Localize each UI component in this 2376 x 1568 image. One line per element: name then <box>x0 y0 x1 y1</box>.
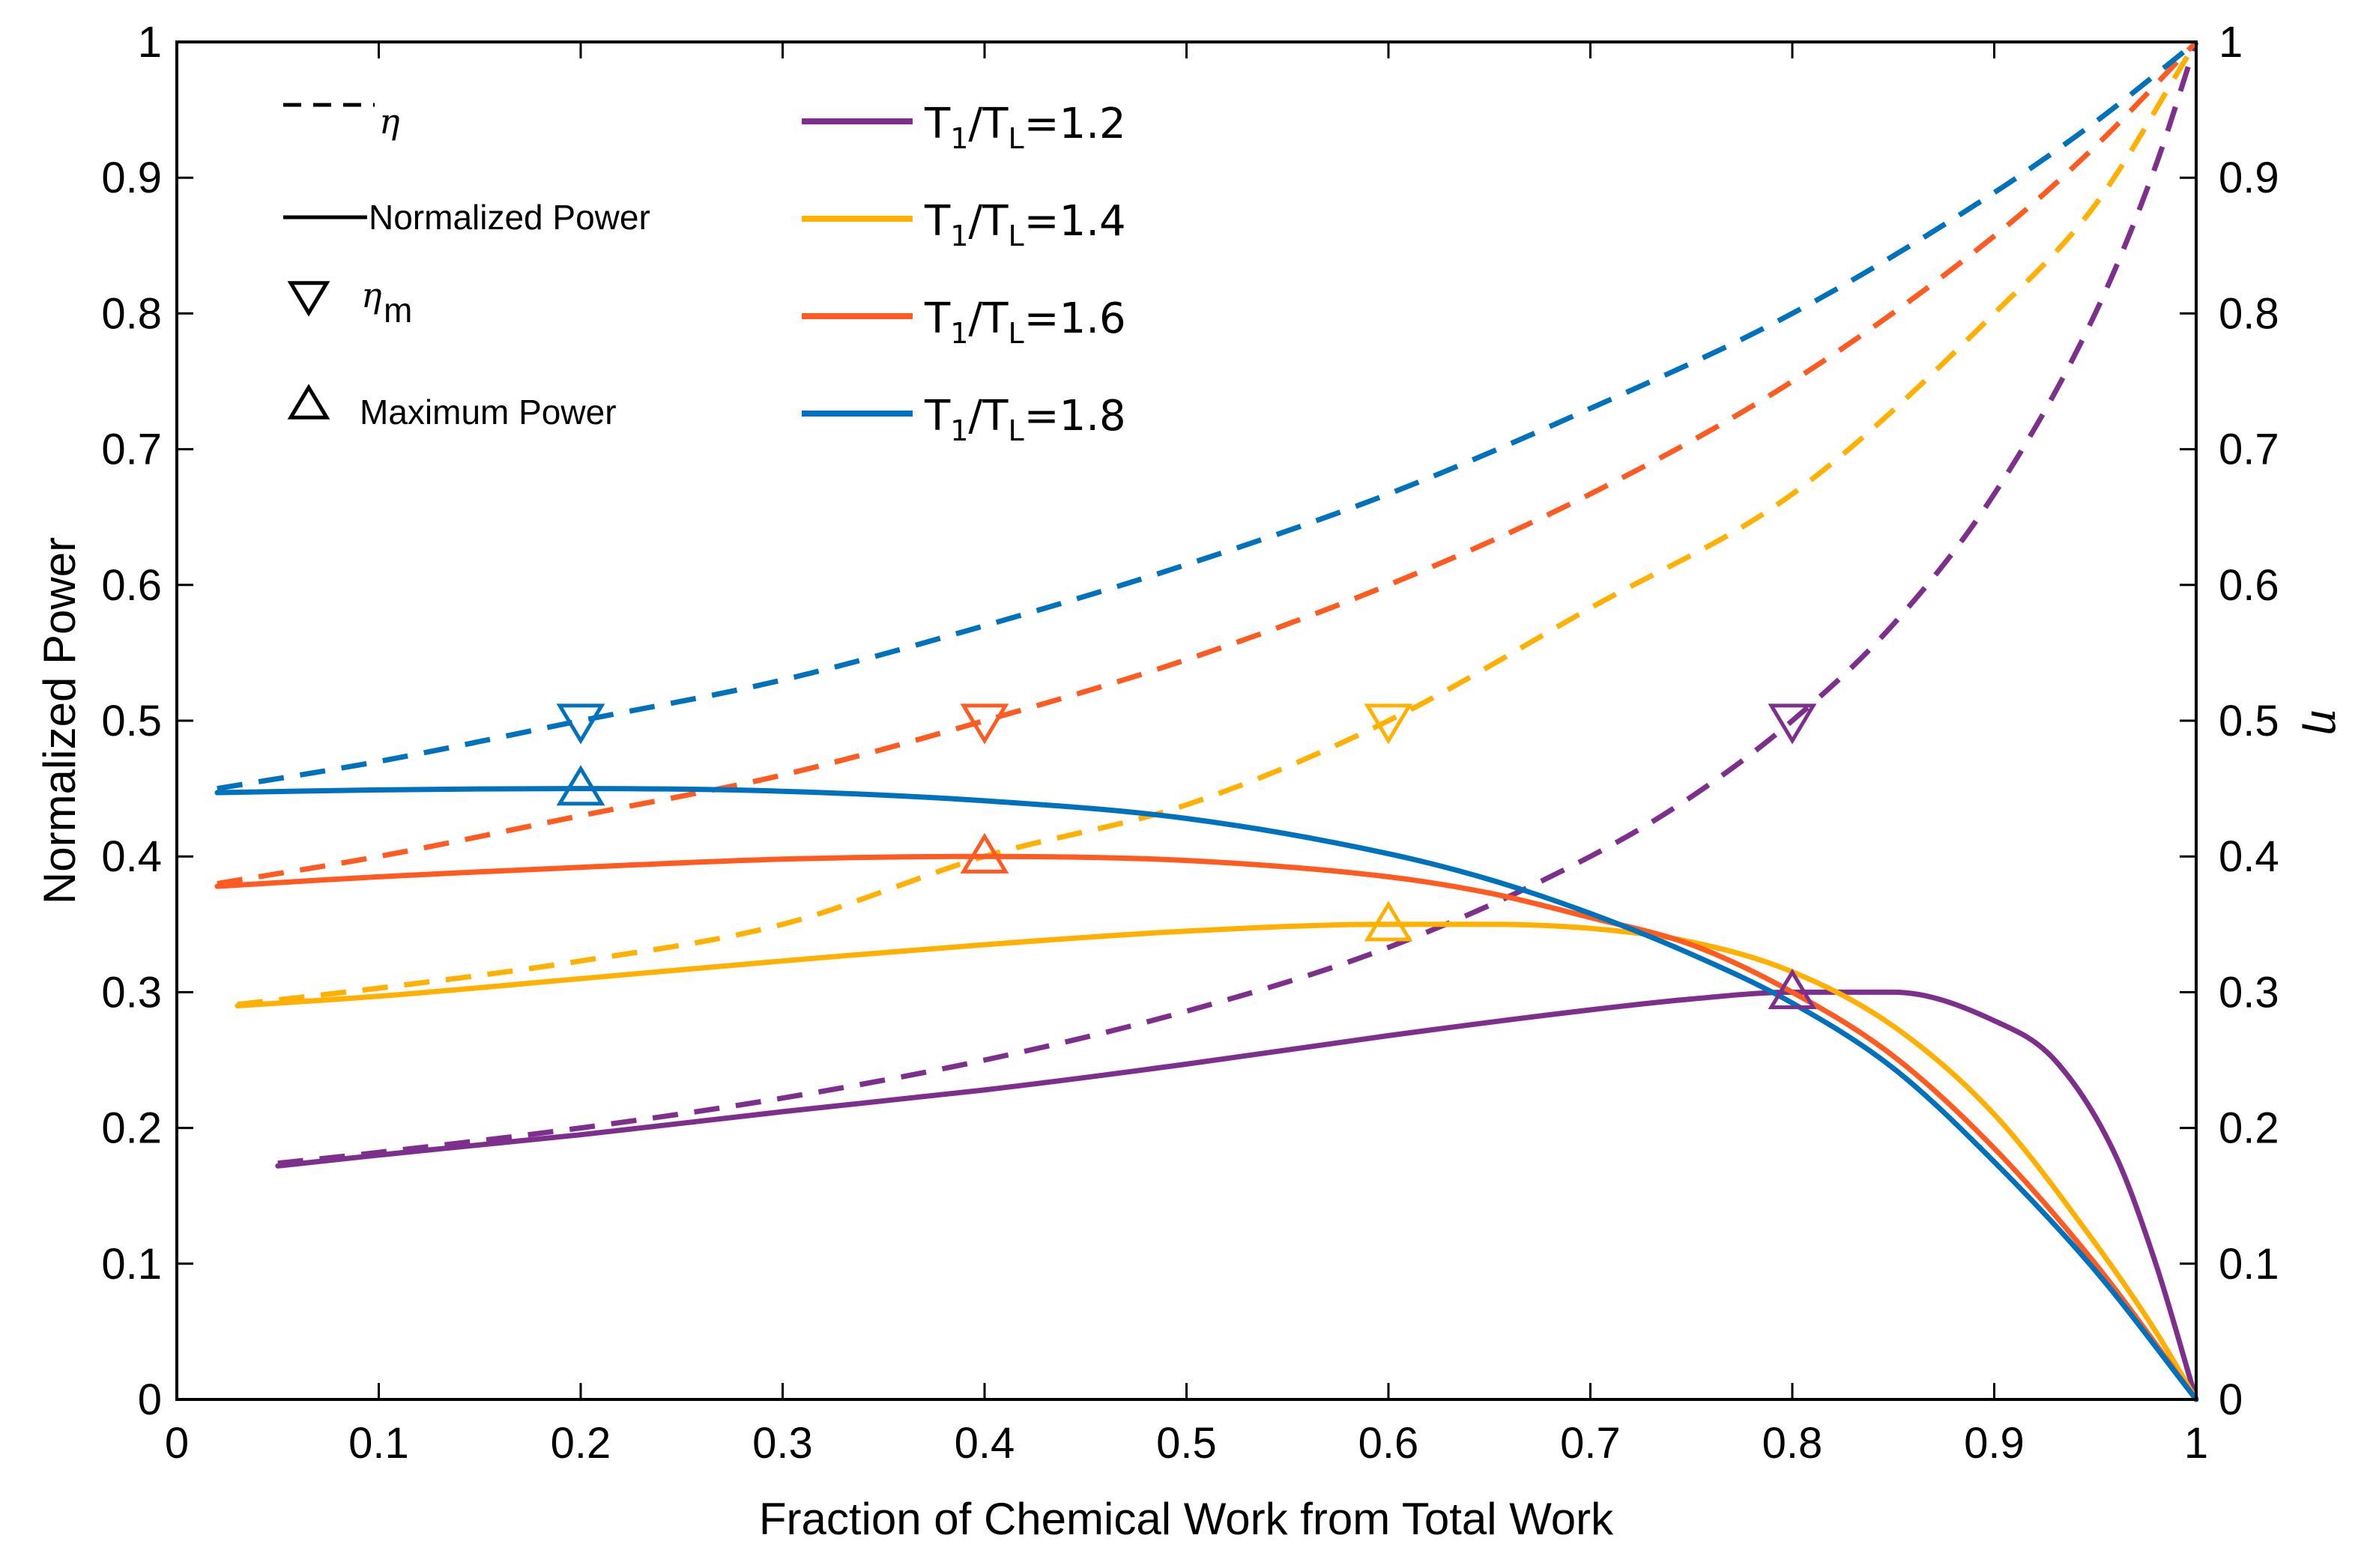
eta-m-marker-1-4 <box>1364 703 1413 745</box>
legend-ratio-sep: /T <box>968 392 1009 441</box>
y2-tick-label: 0.5 <box>2219 697 2279 745</box>
legend-ratio-tail: =1.2 <box>1024 100 1126 148</box>
y-tick-label: 0.9 <box>101 154 162 202</box>
legend-ratio-sub2: L <box>1008 220 1024 252</box>
x-tick-label: 0.6 <box>1358 1419 1419 1468</box>
x-tick-label: 0.8 <box>1762 1419 1823 1468</box>
curve-layer <box>214 40 2199 1402</box>
efficiency-line-1-8 <box>217 40 2198 792</box>
y-tick-label: 0.5 <box>101 697 162 745</box>
x-tick-label: 0.7 <box>1560 1419 1621 1468</box>
tick-layer <box>175 40 2198 1401</box>
y-tick-label: 0.4 <box>101 832 162 881</box>
power-line-1-8 <box>214 786 2199 1402</box>
y-tick-label: 0.7 <box>101 426 162 474</box>
legend-ratio-sub1: 1 <box>950 220 968 252</box>
y2-tick-label: 1 <box>2219 18 2243 67</box>
legend-series: T1/TL=1.2T1/TL=1.4T1/TL=1.6T1/TL=1.8 <box>802 100 1126 447</box>
legend-ratio-sub1: 1 <box>950 122 968 155</box>
y2-tick-label: 0.4 <box>2219 832 2279 881</box>
y2-tick-label: 0.2 <box>2219 1104 2279 1153</box>
efficiency-line-1-6 <box>217 40 2198 886</box>
legend-ratio-sep: /T <box>968 294 1009 343</box>
efficiency-line-1-4 <box>237 40 2198 1008</box>
y2-tick-label: 0.3 <box>2219 968 2279 1017</box>
legend-eta-m-label: η <box>361 275 382 315</box>
y-tick-label: 0.3 <box>101 968 162 1017</box>
marker-layer <box>556 703 1817 1010</box>
x-tick-label: 0.9 <box>1964 1419 2025 1468</box>
power-line-1-4 <box>235 921 2199 1402</box>
legend-power-label: Normalized Power <box>369 198 650 237</box>
x-tick-label: 0.5 <box>1156 1419 1217 1468</box>
y2-tick-label: 0.8 <box>2219 289 2279 338</box>
max-power-marker-1-6 <box>960 832 1009 874</box>
legend-ratio-main: T <box>924 197 951 246</box>
x-axis-title: Fraction of Chemical Work from Total Wor… <box>759 1494 1614 1544</box>
power-line-1-2 <box>275 989 2199 1402</box>
x-tick-label: 0.3 <box>752 1419 813 1468</box>
legend-eta-label: η <box>379 101 400 142</box>
y2-tick-label: 0.7 <box>2219 426 2279 474</box>
plot-frame <box>175 40 2198 1401</box>
y2-tick-label: 0 <box>2219 1375 2243 1424</box>
legend-ratio-sep: /T <box>968 197 1009 246</box>
eta-m-marker-1-2 <box>1768 703 1817 745</box>
eta-m-marker-1-8 <box>556 703 605 745</box>
max-power-marker-1-4 <box>1364 900 1413 942</box>
max-power-marker-1-2 <box>1768 968 1817 1010</box>
x-tick-label: 0.1 <box>348 1419 409 1468</box>
legend-ratio-label-3: T1/TL=1.8 <box>924 392 1126 447</box>
y-tick-label: 0.8 <box>101 289 162 338</box>
x-tick-label: 1 <box>2184 1419 2208 1468</box>
legend-ratio-main: T <box>924 294 951 343</box>
y2-tick-label: 0.9 <box>2219 154 2279 202</box>
legend-ratio-tail: =1.4 <box>1024 197 1126 246</box>
y-tick-label: 0.2 <box>101 1104 162 1153</box>
legend-ratio-label-1: T1/TL=1.4 <box>924 197 1126 252</box>
legend-ratio-main: T <box>924 392 951 441</box>
legend-ratio-sep: /T <box>968 100 1009 148</box>
legend-ratio-sub1: 1 <box>950 317 968 350</box>
legend-ratio-main: T <box>924 100 951 148</box>
legend-up-triangle <box>287 384 330 420</box>
y-axis-title: Normalized Power <box>34 537 85 904</box>
y2-tick-label: 0.1 <box>2219 1240 2279 1289</box>
x-tick-label: 0.2 <box>551 1419 611 1468</box>
legend-ratio-sub2: L <box>1008 414 1024 447</box>
legend-down-triangle <box>287 281 330 317</box>
legend-ratio-tail: =1.8 <box>1024 392 1126 441</box>
legend-ratio-sub1: 1 <box>950 414 968 447</box>
power-line-1-6 <box>214 853 2199 1402</box>
eta-m-marker-1-6 <box>960 703 1009 745</box>
y-tick-label: 1 <box>138 18 162 67</box>
legend-max-power-label: Maximum Power <box>360 393 617 432</box>
x-tick-label: 0.4 <box>955 1419 1015 1468</box>
tick-label-layer: 0 0.1 0.2 0.3 0.4 0.5 0.6 0.7 0.8 0.9 10 00.1 0.10.2… <box>101 18 2279 1468</box>
max-power-marker-1-8 <box>556 765 605 806</box>
legend-ratio-sub2: L <box>1008 122 1024 155</box>
y-tick-label: 0 <box>138 1375 162 1424</box>
y2-axis-title: η <box>2300 707 2353 734</box>
legend-ratio-tail: =1.6 <box>1024 294 1126 343</box>
legend-ratio-sub2: L <box>1008 317 1024 350</box>
x-tick-label: 0 <box>165 1419 189 1468</box>
y-tick-label: 0.1 <box>101 1240 162 1289</box>
legend-ratio-label-2: T1/TL=1.6 <box>924 294 1126 350</box>
y2-tick-label: 0.6 <box>2219 561 2279 610</box>
y-tick-label: 0.6 <box>101 561 162 610</box>
legend-eta-m-subscript: m <box>384 291 412 330</box>
legend-ratio-label-0: T1/TL=1.2 <box>924 100 1126 155</box>
